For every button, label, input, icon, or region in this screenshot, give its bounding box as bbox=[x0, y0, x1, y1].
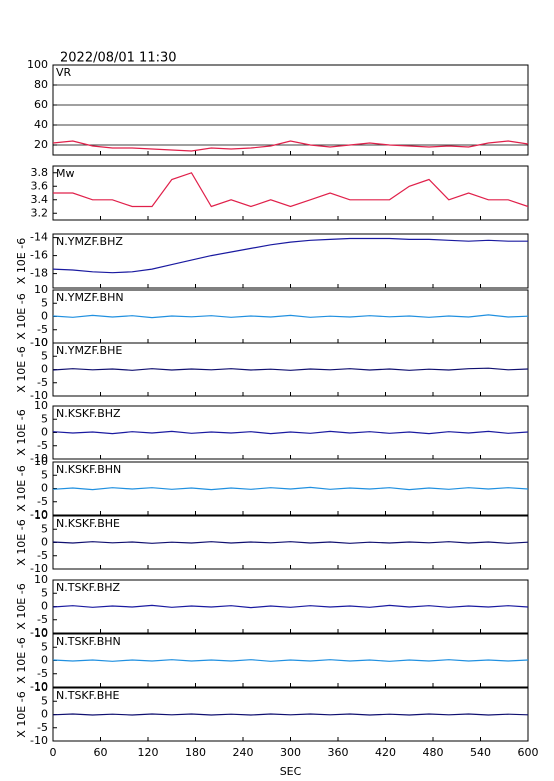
y-tick-label: -14 bbox=[30, 231, 48, 244]
y-tick-label: 5 bbox=[41, 522, 48, 535]
y-tick-label: 0 bbox=[41, 654, 48, 667]
y-tick-label: 10 bbox=[34, 627, 48, 640]
y-tick-label: -5 bbox=[37, 549, 48, 562]
y-tick-label: 10 bbox=[34, 455, 48, 468]
panel-frame bbox=[52, 165, 529, 221]
y-tick-label: -10 bbox=[30, 734, 48, 747]
y-tick-label: 10 bbox=[34, 336, 48, 349]
y-axis-label: X 10E -6 bbox=[15, 519, 28, 565]
y-tick-label: 40 bbox=[34, 118, 48, 131]
y-tick-label: 5 bbox=[41, 586, 48, 599]
panel-label: N.KSKF.BHN bbox=[56, 463, 121, 476]
y-tick-label: 10 bbox=[34, 283, 48, 296]
y-tick-label: -5 bbox=[37, 667, 48, 680]
y-tick-label: -10 bbox=[30, 336, 48, 349]
y-axis-label: X 10E -6 bbox=[15, 346, 28, 392]
y-tick-label: 10 bbox=[34, 399, 48, 412]
y-axis-label: X 10E -6 bbox=[15, 583, 28, 629]
y-tick-label: 5 bbox=[41, 296, 48, 309]
y-tick-label: 5 bbox=[41, 694, 48, 707]
panel-label: N.YMZF.BHN bbox=[56, 291, 124, 304]
panel-label: N.YMZF.BHE bbox=[56, 344, 122, 357]
y-tick-label: 3.2 bbox=[31, 206, 49, 219]
y-axis-label: X 10E -6 bbox=[15, 691, 28, 737]
y-tick-label: -18 bbox=[30, 267, 48, 280]
x-tick-label: 120 bbox=[138, 746, 159, 759]
panel-label: N.TSKF.BHE bbox=[56, 689, 120, 702]
panel-label: N.KSKF.BHE bbox=[56, 517, 120, 530]
y-tick-label: 5 bbox=[41, 349, 48, 362]
y-tick-label: 10 bbox=[34, 681, 48, 694]
x-tick-label: 240 bbox=[233, 746, 254, 759]
x-axis-label: SEC bbox=[280, 765, 302, 778]
x-tick-label: 60 bbox=[94, 746, 108, 759]
y-tick-label: 0 bbox=[41, 600, 48, 613]
y-tick-label: 0 bbox=[41, 708, 48, 721]
y-tick-label: 10 bbox=[34, 509, 48, 522]
y-tick-label: 80 bbox=[34, 78, 48, 91]
trace bbox=[52, 314, 529, 319]
y-tick-label: 0 bbox=[41, 310, 48, 323]
y-tick-label: -5 bbox=[37, 721, 48, 734]
y-tick-label: -10 bbox=[30, 562, 48, 575]
panel-label: VR bbox=[56, 66, 72, 79]
y-tick-label: -10 bbox=[30, 389, 48, 402]
x-tick-label: 600 bbox=[518, 746, 539, 759]
y-tick-label: -5 bbox=[37, 613, 48, 626]
x-tick-label: 300 bbox=[280, 746, 301, 759]
y-tick-label: 0 bbox=[41, 482, 48, 495]
y-axis-label: X 10E -6 bbox=[15, 465, 28, 511]
y-tick-label: -10 bbox=[30, 680, 48, 693]
y-tick-label: -5 bbox=[37, 495, 48, 508]
y-tick-label: 10 bbox=[34, 573, 48, 586]
x-tick-label: 420 bbox=[375, 746, 396, 759]
trace bbox=[52, 237, 528, 274]
x-tick-label: 480 bbox=[423, 746, 444, 759]
y-tick-label: -10 bbox=[30, 452, 48, 465]
y-axis-label: X 10E -6 bbox=[15, 409, 28, 455]
y-tick-label: 5 bbox=[41, 468, 48, 481]
trace bbox=[53, 172, 529, 208]
y-tick-label: 5 bbox=[41, 412, 48, 425]
trace bbox=[52, 486, 529, 491]
panel-label: N.KSKF.BHZ bbox=[56, 407, 121, 420]
trace bbox=[52, 659, 529, 662]
y-tick-label: 100 bbox=[27, 58, 48, 71]
trace bbox=[52, 430, 529, 435]
y-tick-label: -10 bbox=[30, 508, 48, 521]
y-tick-label: 3.8 bbox=[31, 166, 49, 179]
trace bbox=[52, 541, 529, 544]
trace bbox=[52, 713, 529, 716]
x-tick-label: 540 bbox=[470, 746, 491, 759]
trace bbox=[52, 140, 529, 152]
y-tick-label: -5 bbox=[37, 323, 48, 336]
y-tick-label: 3.4 bbox=[31, 193, 49, 206]
x-tick-label: 180 bbox=[185, 746, 206, 759]
y-tick-label: -5 bbox=[37, 439, 48, 452]
panel-label: N.YMZF.BHZ bbox=[56, 235, 123, 248]
trace bbox=[52, 367, 529, 371]
y-tick-label: -10 bbox=[30, 626, 48, 639]
panel-label: N.TSKF.BHZ bbox=[56, 581, 121, 594]
y-tick-label: 0 bbox=[41, 536, 48, 549]
y-tick-label: 0 bbox=[41, 426, 48, 439]
x-tick-label: 360 bbox=[328, 746, 349, 759]
x-tick-label: 0 bbox=[50, 746, 57, 759]
y-tick-label: 5 bbox=[41, 640, 48, 653]
y-tick-label: 0 bbox=[41, 363, 48, 376]
y-tick-label: -16 bbox=[30, 249, 48, 262]
y-tick-label: 60 bbox=[34, 98, 48, 111]
panel-label: N.TSKF.BHN bbox=[56, 635, 121, 648]
chart-title: 2022/08/01 11:30 bbox=[60, 51, 177, 66]
y-axis-label: X 10E -6 bbox=[15, 238, 28, 284]
trace bbox=[52, 604, 529, 609]
y-tick-label: 20 bbox=[34, 138, 48, 151]
y-axis-label: X 10E -6 bbox=[15, 293, 28, 339]
y-tick-label: 3.6 bbox=[31, 179, 49, 192]
panel-label: Mw bbox=[56, 167, 75, 180]
y-tick-label: -5 bbox=[37, 376, 48, 389]
y-axis-label: X 10E -6 bbox=[15, 637, 28, 683]
